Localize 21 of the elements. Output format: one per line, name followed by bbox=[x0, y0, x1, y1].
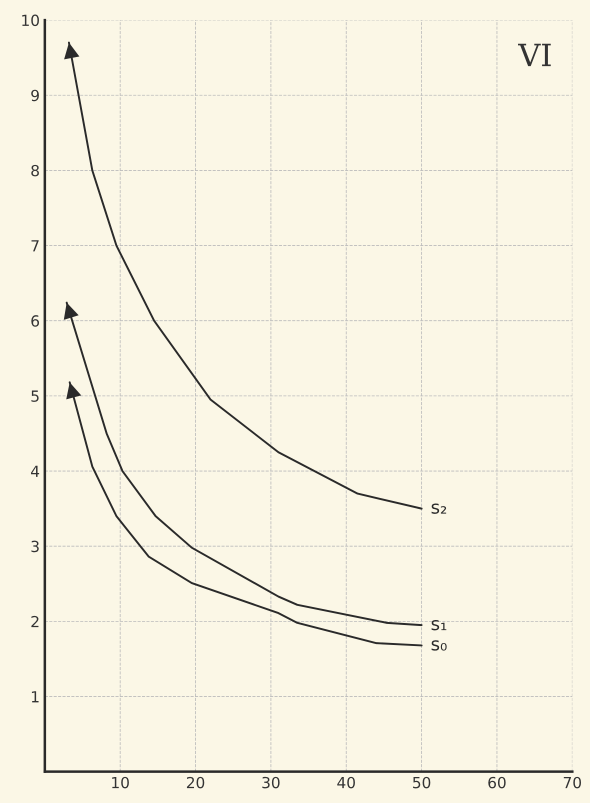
x-tick-label: 30 bbox=[262, 776, 280, 788]
y-tick-label: 7 bbox=[32, 240, 39, 252]
x-tick-label: 60 bbox=[488, 776, 506, 788]
y-tick-label: 9 bbox=[31, 90, 39, 102]
series-label: s₁ bbox=[432, 620, 446, 630]
y-tick-label: 8 bbox=[31, 164, 39, 176]
x-tick-label: 40 bbox=[337, 776, 355, 788]
x-tick-label: 70 bbox=[564, 776, 582, 788]
y-tick-label: 6 bbox=[31, 315, 40, 327]
series-label: s₂ bbox=[432, 503, 446, 514]
x-tick-label: 10 bbox=[112, 776, 129, 788]
x-tick-label: 20 bbox=[186, 776, 204, 788]
series-label: s₀ bbox=[432, 640, 447, 651]
y-tick-label: 3 bbox=[31, 540, 39, 552]
text: VI bbox=[518, 44, 551, 66]
y-tick-label: 5 bbox=[31, 390, 39, 402]
y-tick-label: 4 bbox=[31, 466, 40, 477]
y-tick-label: 1 bbox=[32, 691, 39, 702]
y-tick-label: 2 bbox=[31, 616, 38, 628]
y-tick-label: 10 bbox=[22, 14, 39, 26]
x-tick-label: 50 bbox=[413, 776, 430, 788]
